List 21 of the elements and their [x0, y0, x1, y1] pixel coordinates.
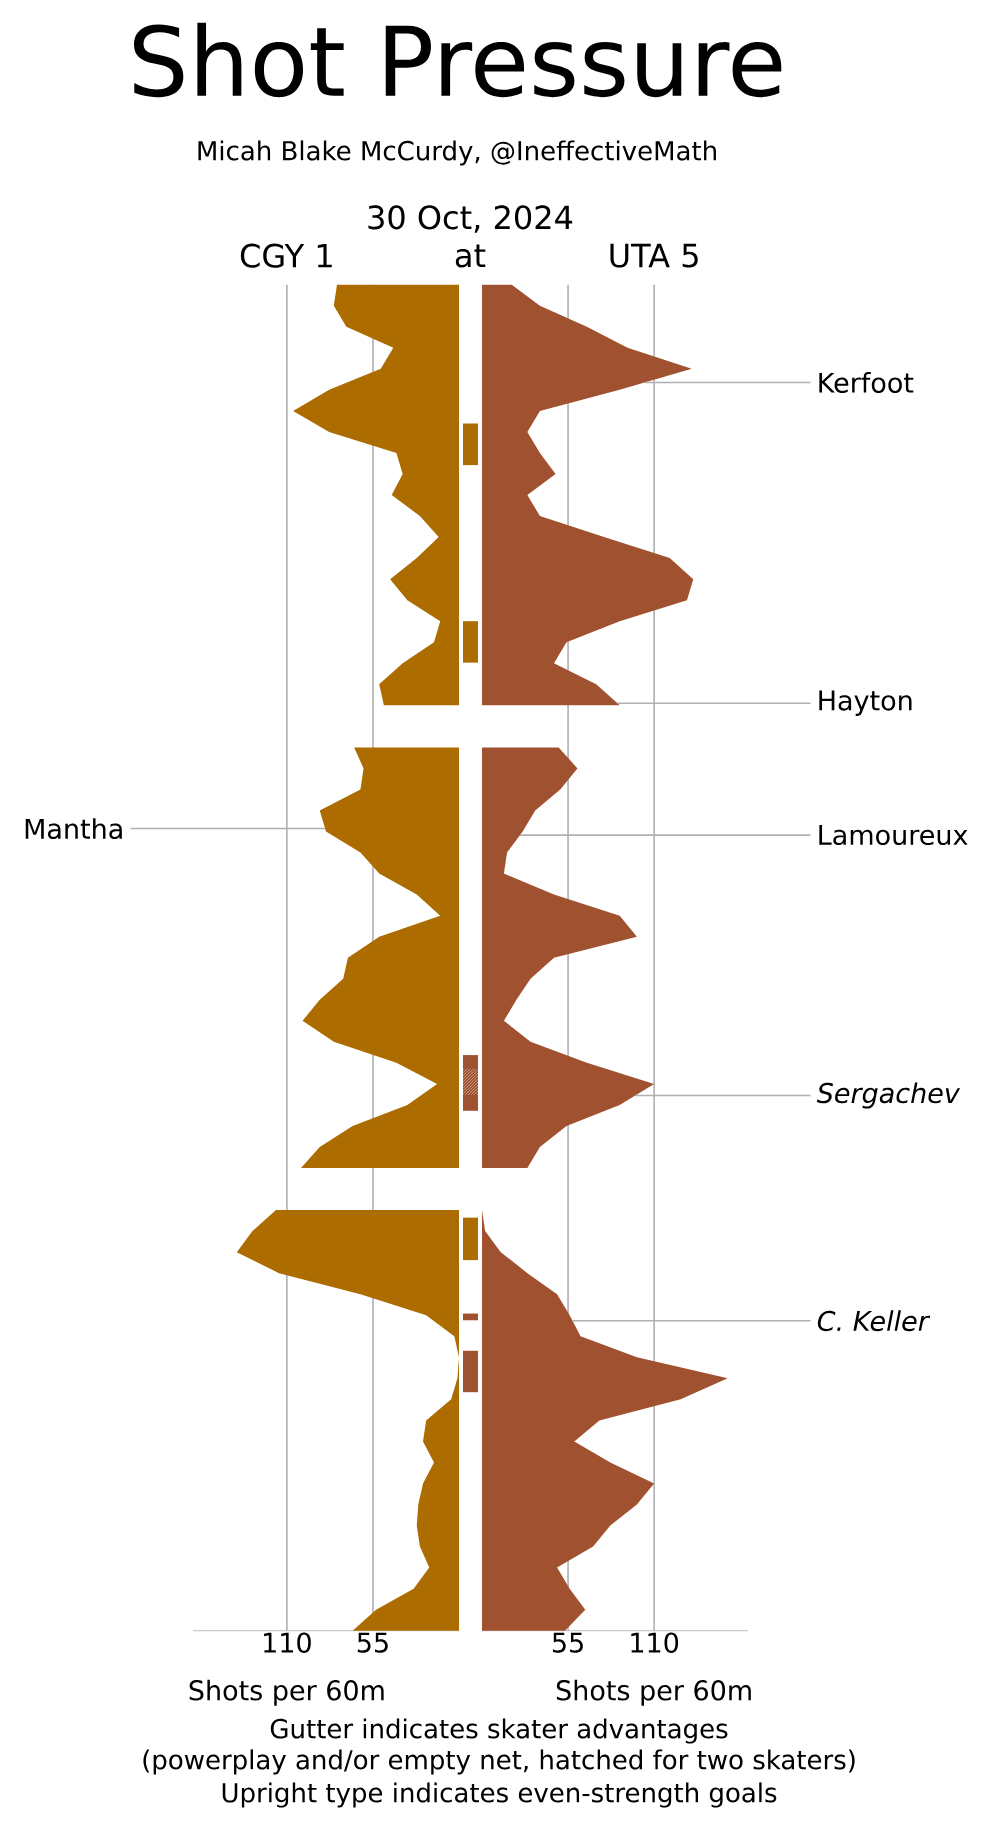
x-tick-label: 110 [631, 1632, 679, 1653]
text: Shot Pressure [134, 22, 782, 98]
text: Sergachev [816, 1082, 961, 1109]
x-axis-title: Shots per 60m [189, 1679, 384, 1706]
chart-title: UTA 5 [610, 243, 698, 268]
x-tick-label: 110 [264, 1632, 311, 1653]
text: C. Keller [817, 1310, 931, 1332]
text: Upright type indicates even-strength goals [222, 1782, 777, 1808]
text: (powerplay and/or empty net, hatched for two skaters) [143, 1749, 855, 1775]
text: Kerfoot [819, 372, 914, 393]
text: 30 Oct, 2024 [368, 205, 573, 233]
text: Hayton [819, 690, 912, 716]
x-tick-label: 55 [552, 1632, 583, 1653]
x-axis-title: Shots per 60m [556, 1679, 751, 1706]
chart-title: CGY 1 [240, 243, 332, 268]
x-tick-label: 55 [357, 1632, 388, 1653]
text: Gutter indicates skater advantages [270, 1718, 728, 1744]
text: Mantha [25, 818, 122, 840]
text: at [455, 244, 486, 268]
text: Lamoureux [819, 825, 968, 846]
text: Micah Blake McCurdy, @IneffectiveMath [198, 140, 716, 166]
